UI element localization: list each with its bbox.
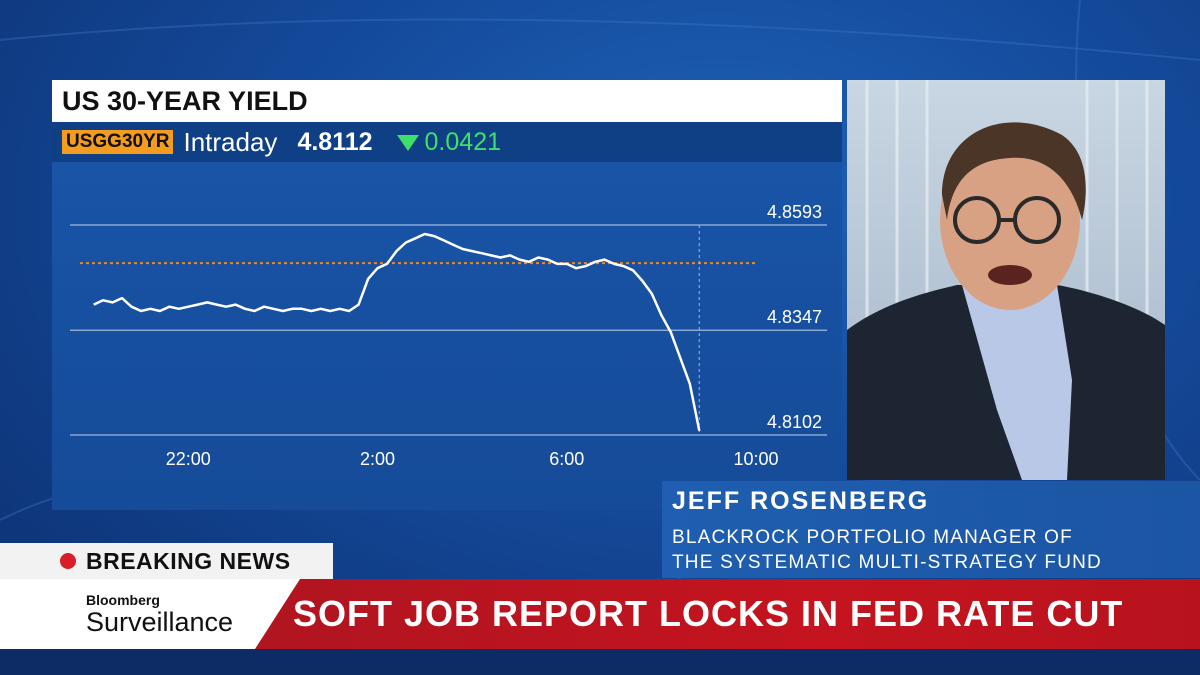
x-tick-label-0: 22:00 <box>166 449 211 469</box>
breaking-news-label: BREAKING NEWS <box>86 547 291 574</box>
chart-subheader: USGG30YR Intraday 4.8112 0.0421 <box>52 122 842 162</box>
down-triangle-icon <box>396 135 419 151</box>
change-group: 0.0421 <box>396 127 501 157</box>
x-tick-label-1: 2:00 <box>360 449 395 469</box>
last-value: 4.8112 <box>297 127 373 156</box>
guest-role-line-1: BLACKROCK PORTFOLIO MANAGER OF <box>672 527 1073 548</box>
series-line-yield <box>93 232 701 431</box>
guest-role: BLACKROCK PORTFOLIO MANAGER OF THE SYSTE… <box>672 525 1102 575</box>
live-dot-icon <box>60 553 76 569</box>
show-brand: Bloomberg Surveillance <box>0 579 300 649</box>
guest-video <box>847 80 1165 480</box>
line-chart: 4.85934.83474.810222:002:006:0010:0014:0… <box>70 202 827 469</box>
show-name: Surveillance <box>86 607 234 637</box>
change-value: 0.0421 <box>424 127 501 156</box>
bottom-strip <box>0 649 1200 675</box>
x-tick-label-3: 10:00 <box>734 449 779 469</box>
chart-panel: US 30-YEAR YIELD USGG30YR Intraday 4.811… <box>52 80 842 510</box>
breaking-news-tag: BREAKING NEWS <box>0 543 333 579</box>
guest-image <box>847 80 1165 480</box>
period-label: Intraday <box>183 126 278 157</box>
guest-name: JEFF ROSENBERG <box>672 487 930 515</box>
guest-role-line-2: THE SYSTEMATIC MULTI-STRATEGY FUND <box>672 552 1102 573</box>
y-tick-label-0: 4.8593 <box>767 202 822 222</box>
guest-lower-third: JEFF ROSENBERG BLACKROCK PORTFOLIO MANAG… <box>662 481 1200 578</box>
y-tick-label-2: 4.8102 <box>767 412 822 432</box>
headline-bar: SOFT JOB REPORT LOCKS IN FED RATE CUT <box>255 579 1200 649</box>
headline-text: SOFT JOB REPORT LOCKS IN FED RATE CUT <box>293 593 1124 634</box>
ticker-badge: USGG30YR <box>62 130 174 154</box>
x-tick-label-2: 6:00 <box>549 449 584 469</box>
chart-title: US 30-YEAR YIELD <box>52 80 842 122</box>
y-tick-label-1: 4.8347 <box>767 307 822 327</box>
network-logo: Bloomberg <box>86 592 160 608</box>
